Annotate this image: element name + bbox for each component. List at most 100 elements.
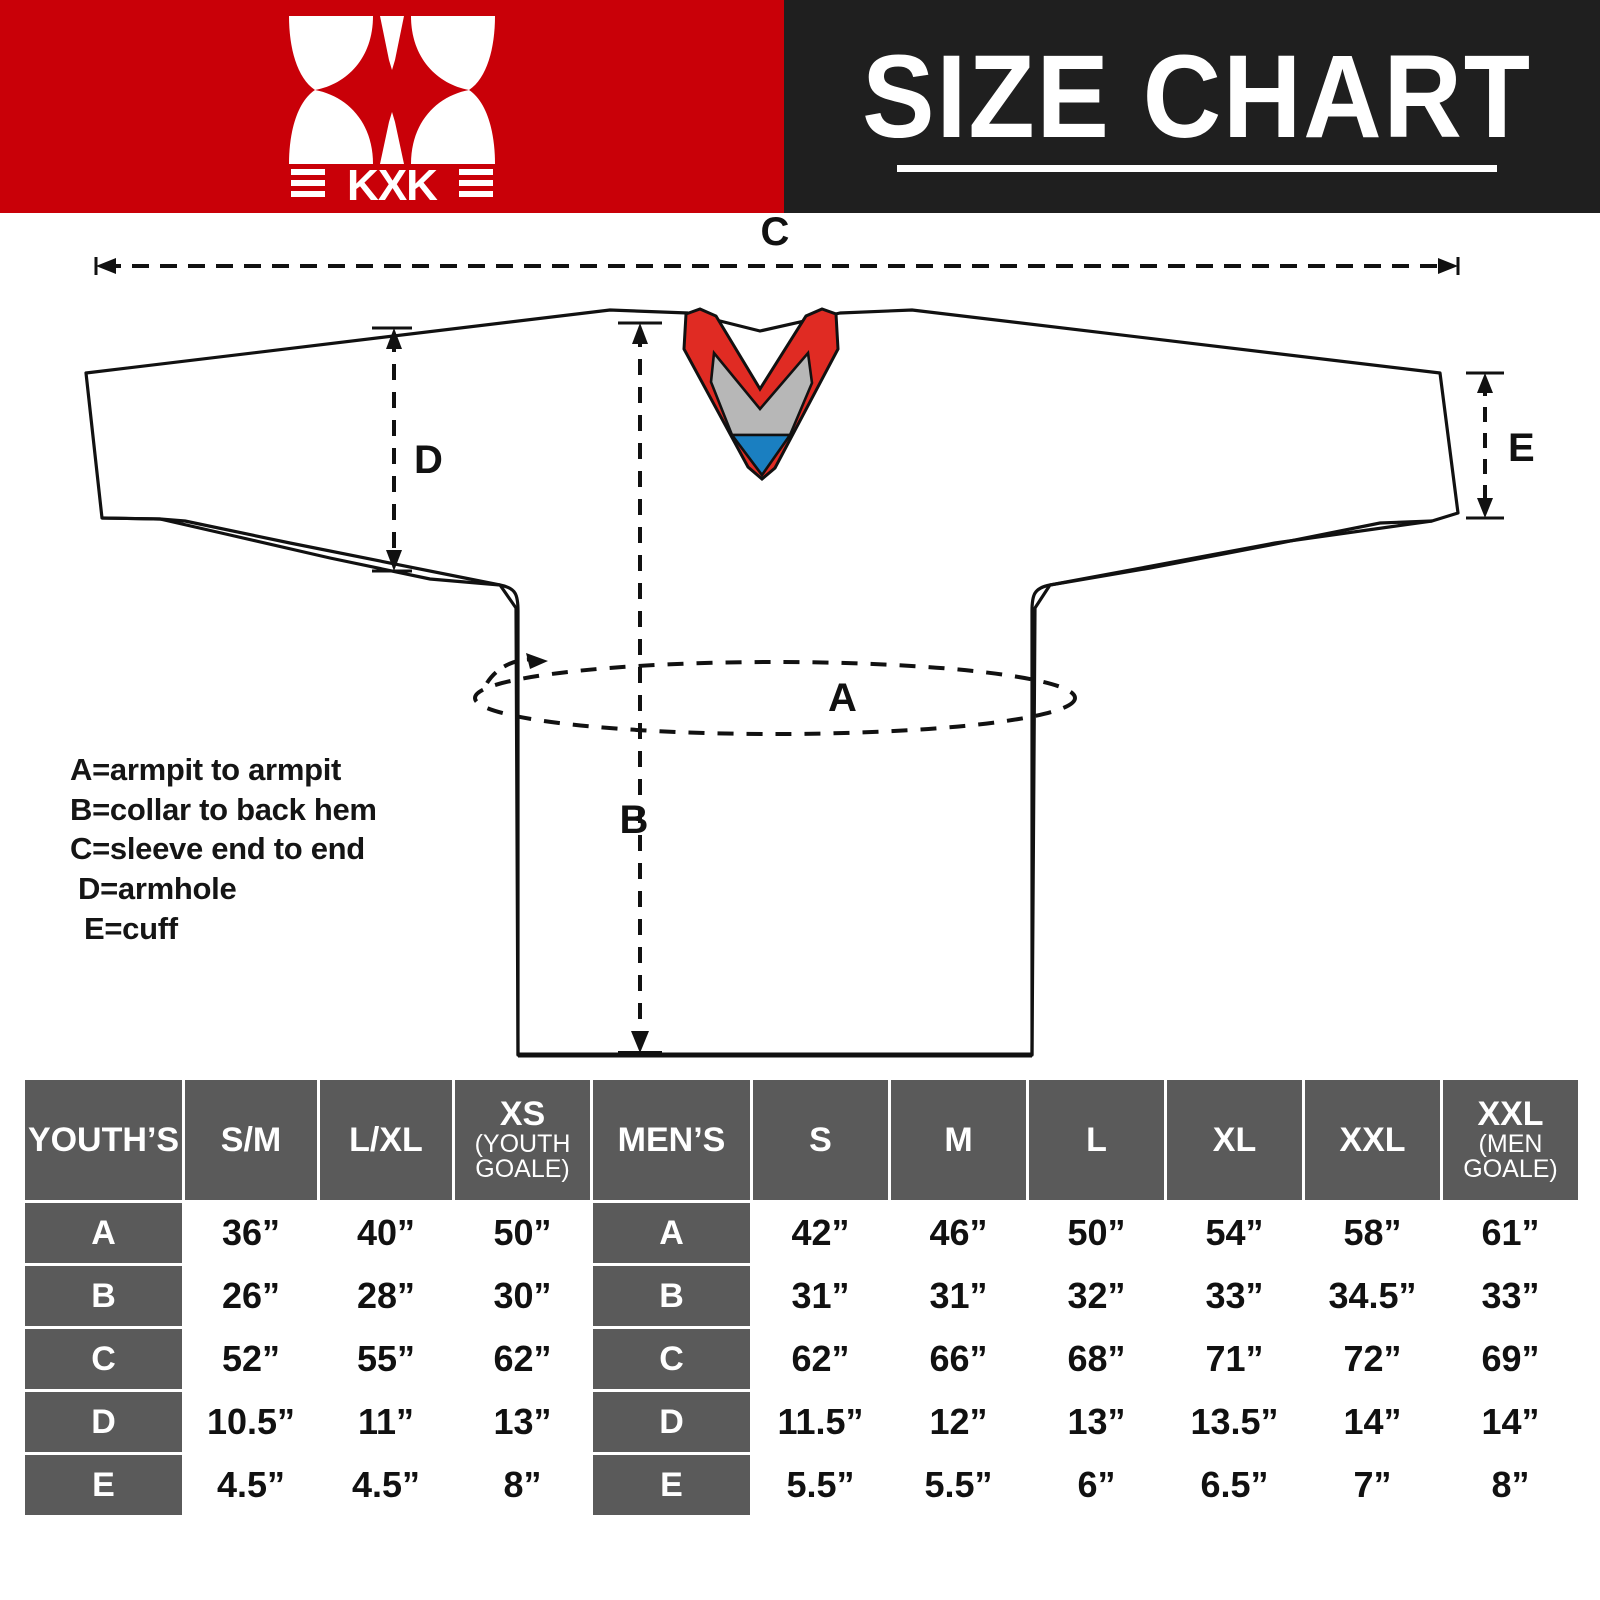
cell-men-s-d: 11.5”: [753, 1392, 888, 1452]
cell-men-l-d: 13”: [1029, 1392, 1164, 1452]
row-label-youth-d: D: [25, 1392, 182, 1452]
row-label-men-e: E: [593, 1455, 750, 1515]
col-header-mens: MEN’S: [593, 1080, 750, 1200]
dimension-e: E: [1466, 371, 1535, 520]
brand-panel: KXK: [0, 0, 784, 213]
size-table-wrapper: YOUTH’S S/M L/XL XS (YOUTH GOALE) MEN’S: [22, 1077, 1578, 1518]
cell-youth-xs-e: 8”: [455, 1455, 590, 1515]
cell-youth-lxl-a: 40”: [320, 1203, 452, 1263]
cell-men-xxl-e: 7”: [1305, 1455, 1440, 1515]
table-row: D 10.5” 11” 13” D 11.5” 12” 13” 13.5” 14…: [25, 1392, 1578, 1452]
legend-line-a: A=armpit to armpit: [70, 752, 342, 787]
row-label-youth-b: B: [25, 1266, 182, 1326]
jersey-diagram-svg: D B E: [84, 213, 1535, 1058]
cell-men-goale-e: 8”: [1443, 1455, 1578, 1515]
dimension-label-c: C: [761, 213, 790, 254]
size-table-body: A 36” 40” 50” A 42” 46” 50” 54” 58” 61” …: [25, 1203, 1578, 1515]
jersey-diagram: D B E: [0, 213, 1600, 1068]
cell-men-l-e: 6”: [1029, 1455, 1164, 1515]
col-header-xl: XL: [1167, 1080, 1302, 1200]
col-header-xs-youth-goale: XS (YOUTH GOALE): [455, 1080, 590, 1200]
cell-youth-xs-c: 62”: [455, 1329, 590, 1389]
cell-men-xl-e: 6.5”: [1167, 1455, 1302, 1515]
row-label-youth-e: E: [25, 1455, 182, 1515]
dimension-d: D: [372, 326, 443, 573]
cell-men-xxl-c: 72”: [1305, 1329, 1440, 1389]
cell-youth-lxl-d: 11”: [320, 1392, 452, 1452]
cell-men-goale-a: 61”: [1443, 1203, 1578, 1263]
dimension-label-e: E: [1508, 426, 1535, 470]
dimension-label-d: D: [414, 438, 443, 482]
cell-men-m-a: 46”: [891, 1203, 1026, 1263]
title-underline: [897, 165, 1497, 173]
cell-men-xxl-d: 14”: [1305, 1392, 1440, 1452]
cell-men-l-b: 32”: [1029, 1266, 1164, 1326]
table-row: E 4.5” 4.5” 8” E 5.5” 5.5” 6” 6.5” 7” 8”: [25, 1455, 1578, 1515]
row-label-men-d: D: [593, 1392, 750, 1452]
logo-svg: KXK: [289, 15, 495, 210]
cell-men-xxl-b: 34.5”: [1305, 1266, 1440, 1326]
cell-youth-lxl-c: 55”: [320, 1329, 452, 1389]
cell-men-xl-d: 13.5”: [1167, 1392, 1302, 1452]
col-header-youths: YOUTH’S: [25, 1080, 182, 1200]
legend-line-d: D=armhole: [78, 871, 237, 907]
svg-text:KXK: KXK: [347, 161, 438, 202]
col-header-xxl: XXL: [1305, 1080, 1440, 1200]
jersey-outline: [84, 308, 1460, 1058]
cell-youth-sm-c: 52”: [185, 1329, 317, 1389]
size-table: YOUTH’S S/M L/XL XS (YOUTH GOALE) MEN’S: [22, 1077, 1581, 1518]
table-row: A 36” 40” 50” A 42” 46” 50” 54” 58” 61”: [25, 1203, 1578, 1263]
legend-line-c: C=sleeve end to end: [70, 831, 365, 867]
legend-line-e: E=cuff: [84, 910, 178, 946]
col-header-l: L: [1029, 1080, 1164, 1200]
dimension-a: A: [473, 653, 1077, 736]
table-row: C 52” 55” 62” C 62” 66” 68” 71” 72” 69”: [25, 1329, 1578, 1389]
dimension-b: B: [618, 321, 662, 1055]
col-header-lxl: L/XL: [320, 1080, 452, 1200]
cell-men-xl-c: 71”: [1167, 1329, 1302, 1389]
row-label-men-a: A: [593, 1203, 750, 1263]
col-header-s: S: [753, 1080, 888, 1200]
cell-men-s-b: 31”: [753, 1266, 888, 1326]
cell-youth-sm-a: 36”: [185, 1203, 317, 1263]
dimension-label-a: A: [828, 676, 857, 720]
cell-men-xxl-a: 58”: [1305, 1203, 1440, 1263]
cell-men-goale-c: 69”: [1443, 1329, 1578, 1389]
cell-youth-sm-d: 10.5”: [185, 1392, 317, 1452]
cell-youth-xs-d: 13”: [455, 1392, 590, 1452]
cell-youth-sm-b: 26”: [185, 1266, 317, 1326]
cell-men-m-c: 66”: [891, 1329, 1026, 1389]
cell-men-s-a: 42”: [753, 1203, 888, 1263]
dimension-c: [94, 257, 1460, 275]
cell-youth-xs-b: 30”: [455, 1266, 590, 1326]
row-label-men-c: C: [593, 1329, 750, 1389]
measurement-legend: A=armpit to armpit B=collar to back hem …: [70, 750, 500, 948]
cell-men-xl-a: 54”: [1167, 1203, 1302, 1263]
row-label-men-b: B: [593, 1266, 750, 1326]
page-header: KXK SIZE CHART: [0, 0, 1600, 213]
cell-men-m-b: 31”: [891, 1266, 1026, 1326]
size-table-head: YOUTH’S S/M L/XL XS (YOUTH GOALE) MEN’S: [25, 1080, 1578, 1200]
cell-youth-lxl-e: 4.5”: [320, 1455, 452, 1515]
cell-men-l-a: 50”: [1029, 1203, 1164, 1263]
cell-men-goale-b: 33”: [1443, 1266, 1578, 1326]
cell-men-m-d: 12”: [891, 1392, 1026, 1452]
table-header-row: YOUTH’S S/M L/XL XS (YOUTH GOALE) MEN’S: [25, 1080, 1578, 1200]
cell-men-m-e: 5.5”: [891, 1455, 1026, 1515]
col-header-xxl-men-goale: XXL (MEN GOALE): [1443, 1080, 1578, 1200]
table-row: B 26” 28” 30” B 31” 31” 32” 33” 34.5” 33…: [25, 1266, 1578, 1326]
row-label-youth-a: A: [25, 1203, 182, 1263]
row-label-youth-c: C: [25, 1329, 182, 1389]
col-header-sm: S/M: [185, 1080, 317, 1200]
cell-youth-sm-e: 4.5”: [185, 1455, 317, 1515]
kxk-hourglass-logo: KXK: [277, 12, 507, 210]
title-panel: SIZE CHART: [784, 0, 1600, 213]
cell-men-s-e: 5.5”: [753, 1455, 888, 1515]
cell-men-xl-b: 33”: [1167, 1266, 1302, 1326]
cell-men-goale-d: 14”: [1443, 1392, 1578, 1452]
legend-line-b: B=collar to back hem: [70, 791, 377, 827]
cell-men-l-c: 68”: [1029, 1329, 1164, 1389]
cell-men-s-c: 62”: [753, 1329, 888, 1389]
cell-youth-lxl-b: 28”: [320, 1266, 452, 1326]
